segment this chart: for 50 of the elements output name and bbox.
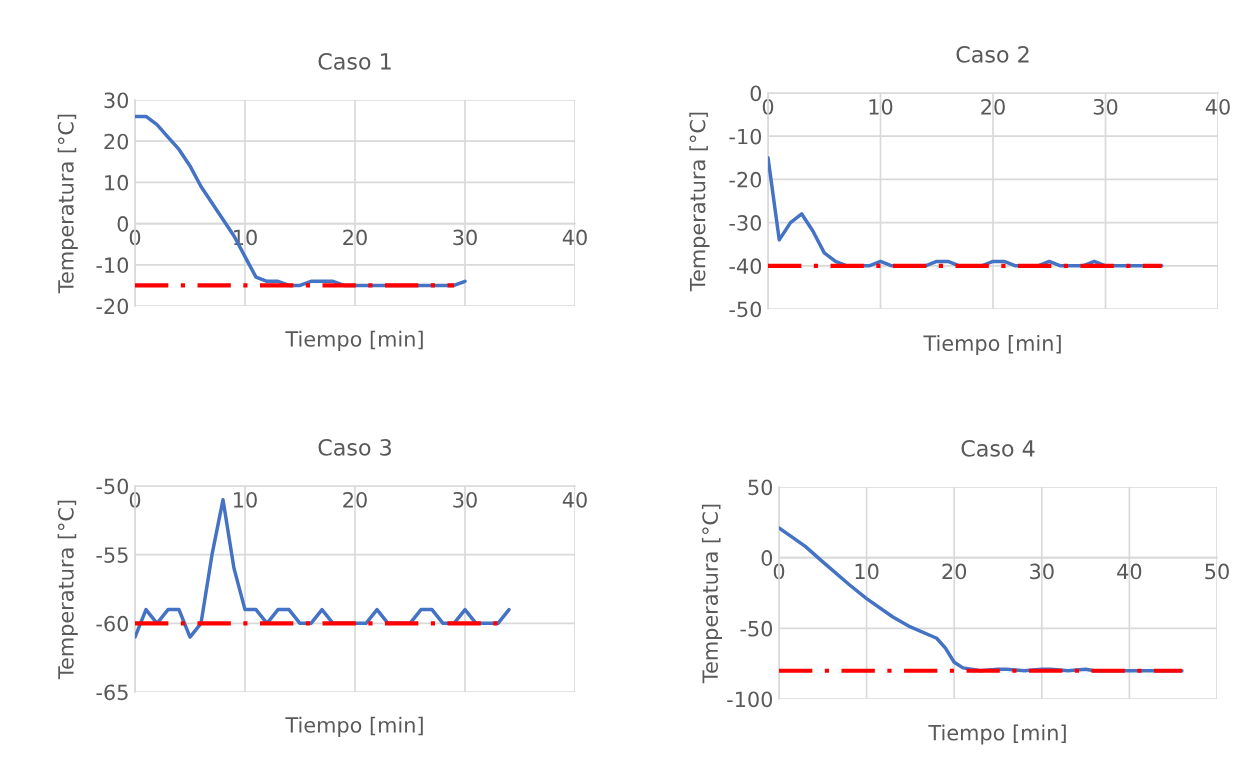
y-tick-label: 0 — [761, 550, 773, 566]
y-tick-label: -50 — [729, 301, 762, 318]
y-tick-label: -40 — [729, 258, 762, 275]
x-tick-label: 40 — [1117, 563, 1142, 580]
x-tick-label: 20 — [343, 229, 367, 246]
y-tick-label: -30 — [729, 215, 762, 231]
y-tick-label: 50 — [748, 479, 773, 496]
y-tick-label: -20 — [729, 171, 762, 188]
y-axis-title: Temperatura [°C] — [689, 112, 710, 292]
y-tick-label: 0 — [750, 85, 762, 102]
x-axis-title: Tiempo [min] — [923, 334, 1061, 356]
x-tick-label: 30 — [453, 229, 477, 246]
x-tick-label: 30 — [1093, 98, 1118, 115]
x-axis-title: Tiempo [min] — [285, 330, 423, 351]
x-axis-title: Tiempo [min] — [928, 724, 1066, 745]
chart-title: Caso 2 — [956, 45, 1029, 63]
x-tick-label: 40 — [562, 491, 587, 508]
y-tick-label: -50 — [740, 620, 773, 637]
y-tick-label: -10 — [96, 257, 129, 274]
chart-title: Caso 1 — [318, 52, 391, 70]
x-tick-label: 50 — [1205, 563, 1229, 580]
x-tick-label: 10 — [869, 98, 893, 115]
x-tick-label: 30 — [1030, 563, 1054, 580]
x-tick-label: 0 — [129, 491, 141, 508]
y-axis-title: Temperatura [°C] — [701, 504, 723, 684]
x-tick-label: 10 — [234, 491, 257, 508]
x-tick-label: 0 — [129, 229, 141, 246]
y-tick-label: 20 — [104, 133, 129, 150]
x-tick-label: 40 — [1205, 98, 1230, 115]
chart-title: Caso 3 — [318, 438, 391, 456]
y-axis-title: Temperatura [°C] — [57, 500, 78, 680]
x-tick-label: 0 — [773, 563, 785, 580]
x-axis-title: Tiempo [min] — [285, 716, 423, 737]
chart-title: Caso 4 — [961, 439, 1035, 457]
y-axis-title: Temperatura [°C] — [57, 114, 78, 294]
x-tick-label: 20 — [981, 98, 1005, 115]
x-tick-label: 20 — [942, 563, 967, 580]
y-tick-label: -100 — [727, 691, 773, 708]
y-tick-label: -55 — [96, 547, 128, 563]
y-tick-label: -65 — [96, 684, 128, 701]
y-tick-label: -10 — [729, 128, 762, 145]
y-tick-label: -20 — [96, 298, 129, 315]
x-tick-label: 10 — [855, 563, 879, 580]
y-tick-label: -60 — [96, 615, 129, 632]
y-tick-label: 10 — [105, 174, 129, 191]
y-tick-label: -50 — [96, 478, 129, 495]
x-tick-label: 40 — [562, 229, 587, 246]
x-tick-label: 30 — [453, 491, 477, 508]
y-tick-label: 0 — [117, 216, 129, 232]
x-tick-label: 20 — [343, 491, 367, 508]
